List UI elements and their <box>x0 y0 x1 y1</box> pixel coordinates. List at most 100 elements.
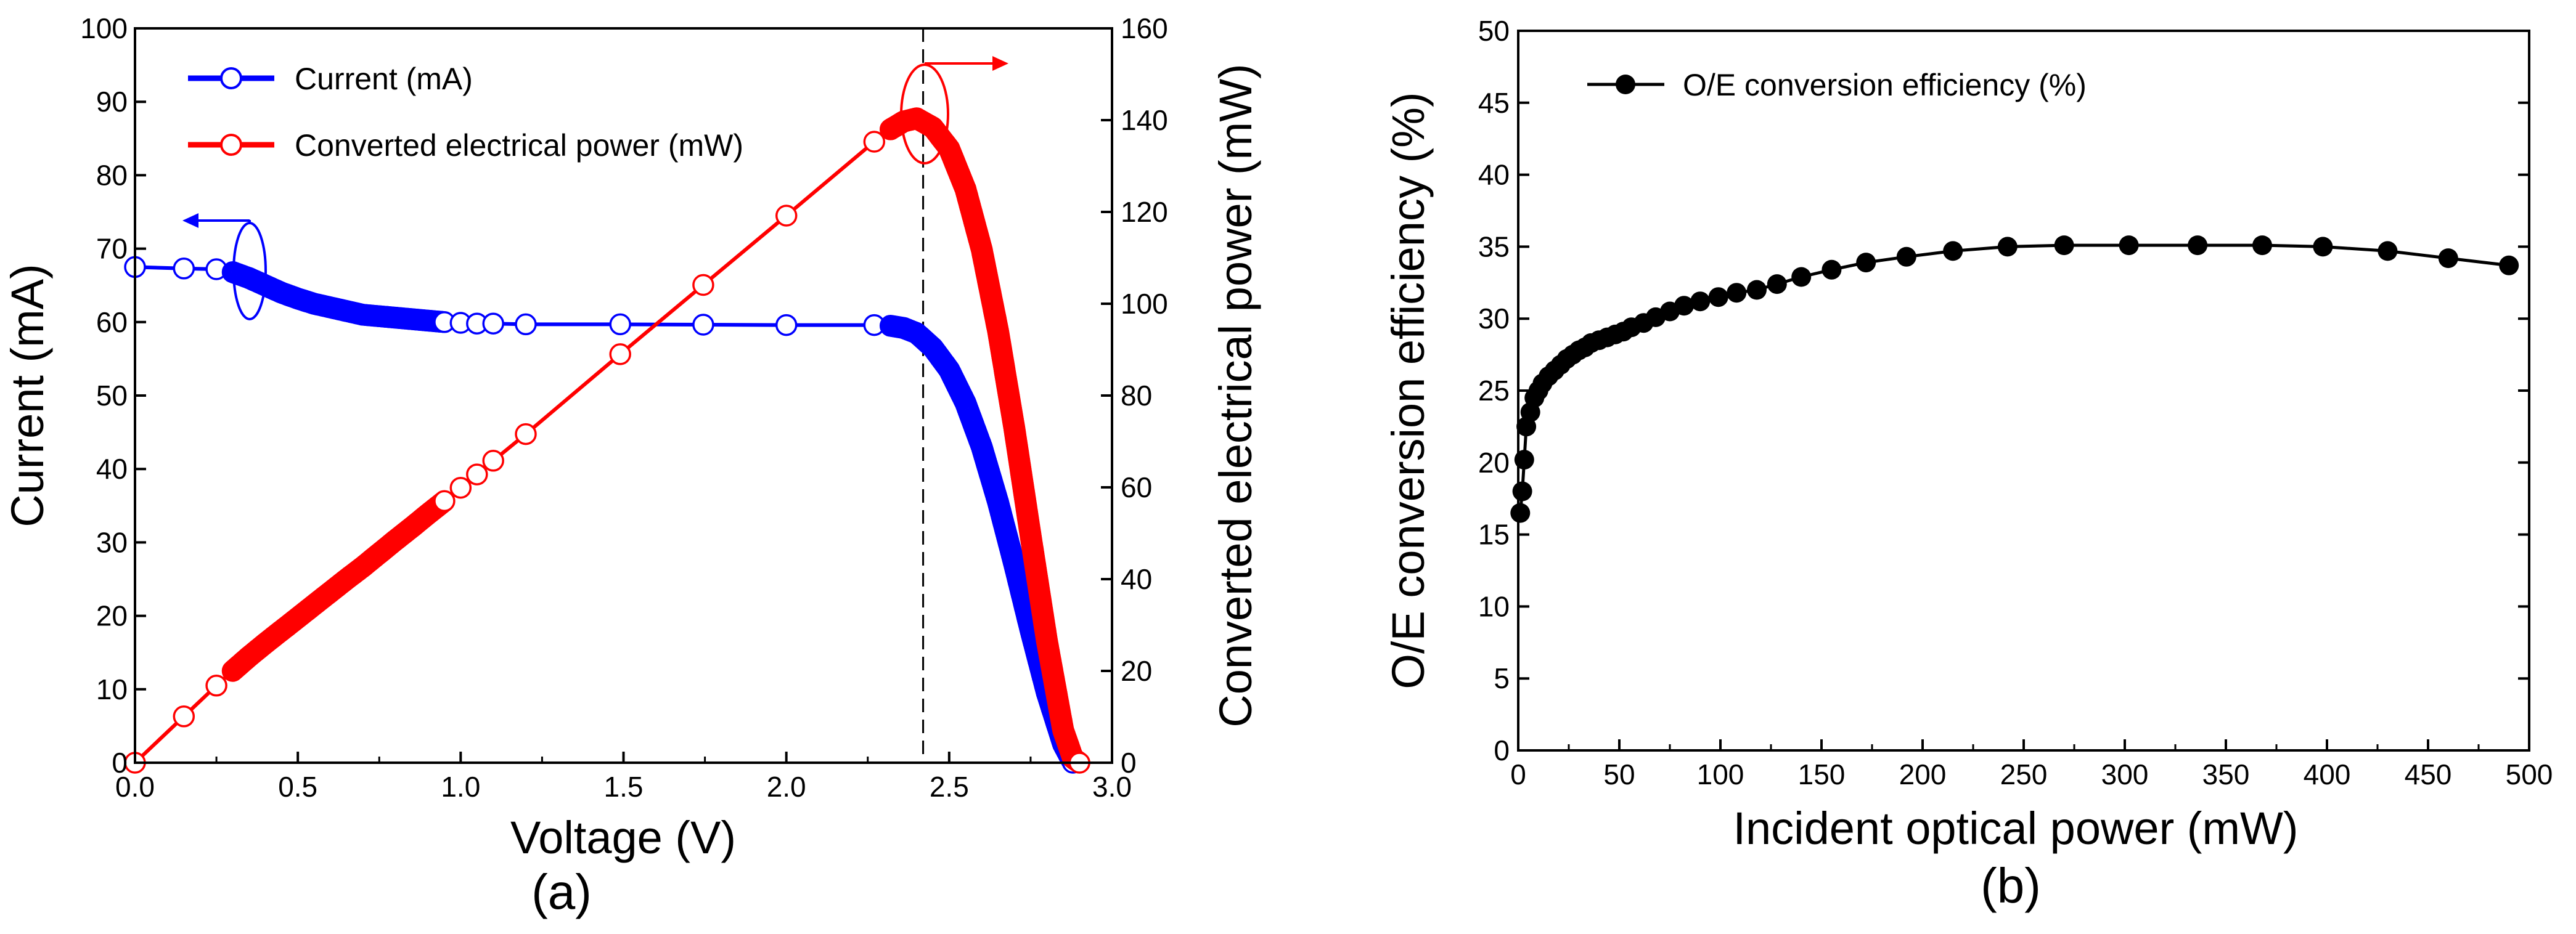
current-data-point <box>482 312 504 335</box>
panel-b-x-ticks: 0 50 100 150 200 250 300 350 400 450 500 <box>1510 739 2553 790</box>
panel-b-legend: O/E conversion efficiency (%) <box>1587 68 2087 102</box>
y2-tick-label: 0 <box>1121 747 1137 779</box>
x-tick-label: 0 <box>1510 758 1526 790</box>
efficiency-data-point <box>1943 241 1963 261</box>
current-data-point <box>609 313 631 336</box>
panel-b-label: (b) <box>1981 858 2041 913</box>
x-tick-label: 2.0 <box>767 771 806 803</box>
y-tick-label: 15 <box>1478 519 1510 551</box>
panel-a-y2-axis-title: Converted electrical power (mW) <box>1210 63 1261 727</box>
power-data-point <box>173 705 195 728</box>
x-tick-label: 0.0 <box>115 771 155 803</box>
y-tick-label: 30 <box>96 526 128 558</box>
efficiency-data-point <box>1767 274 1787 294</box>
power-data-point <box>482 450 504 472</box>
y-tick-label: 0 <box>1494 734 1510 766</box>
panel-a-legend: Current (mA) Converted electrical power … <box>188 62 743 163</box>
current-data-point <box>692 314 714 336</box>
y-tick-label: 45 <box>1478 87 1510 119</box>
y2-tick-label: 60 <box>1121 471 1152 503</box>
x-tick-label: 2.5 <box>930 771 969 803</box>
efficiency-data-point <box>1512 481 1532 502</box>
y-tick-label: 0 <box>112 747 128 779</box>
x-tick-label: 50 <box>1603 758 1635 790</box>
y-tick-label: 70 <box>96 233 128 265</box>
power-axis-arrow-head <box>992 56 1008 71</box>
panel-a-x-axis-title: Voltage (V) <box>510 812 736 863</box>
y-tick-label: 90 <box>96 86 128 118</box>
power-data-point <box>449 476 472 499</box>
y2-tick-label: 160 <box>1121 12 1168 44</box>
efficiency-data-point <box>2378 241 2398 261</box>
y-tick-label: 10 <box>1478 590 1510 622</box>
efficiency-data-point <box>2438 248 2458 269</box>
x-tick-label: 450 <box>2405 758 2452 790</box>
legend-power-label: Converted electrical power (mW) <box>295 128 743 163</box>
legend-efficiency-label: O/E conversion efficiency (%) <box>1683 68 2087 102</box>
y-tick-label: 20 <box>96 600 128 632</box>
panel-b: 0 50 100 150 200 250 300 350 400 450 500 0 5 10 15 20 2… <box>1383 15 2553 913</box>
y2-tick-label: 20 <box>1121 655 1152 687</box>
panel-b-y-ticks: 0 5 10 15 20 25 30 35 40 45 50 <box>1478 15 2529 766</box>
x-tick-label: 0.5 <box>278 771 317 803</box>
y2-tick-label: 140 <box>1121 104 1168 136</box>
y-tick-label: 40 <box>1478 159 1510 191</box>
efficiency-series-line <box>1518 243 2509 513</box>
panel-a-y-axis-title: Current (mA) <box>2 264 53 527</box>
y-tick-label: 80 <box>96 159 128 191</box>
y-tick-label: 50 <box>1478 15 1510 47</box>
legend-current-label: Current (mA) <box>295 62 473 96</box>
y2-tick-label: 120 <box>1121 196 1168 228</box>
power-data-point <box>863 131 886 153</box>
y-tick-label: 10 <box>96 673 128 705</box>
panel-a-plot-content <box>124 28 1090 774</box>
y2-tick-label: 80 <box>1121 380 1152 412</box>
current-series-markers <box>124 256 1084 774</box>
panel-a: 0.0 0.5 1.0 1.5 2.0 2.5 3.0 0 10 20 30 40 50 60 70 80 9… <box>2 12 1261 919</box>
efficiency-data-point <box>2252 235 2272 256</box>
legend-efficiency-marker <box>1616 75 1635 94</box>
x-tick-label: 1.0 <box>441 771 480 803</box>
x-tick-label: 200 <box>1899 758 1947 790</box>
y-tick-label: 50 <box>96 380 128 412</box>
efficiency-data-point <box>1510 503 1531 523</box>
x-tick-label: 300 <box>2101 758 2149 790</box>
x-tick-label: 1.5 <box>604 771 644 803</box>
efficiency-data-point <box>2313 237 2333 257</box>
panel-b-plot-frame <box>1517 30 2530 752</box>
legend-power-marker <box>220 134 242 156</box>
panel-a-x-ticks: 0.0 0.5 1.0 1.5 2.0 2.5 3.0 <box>115 752 1132 803</box>
power-data-point <box>433 490 456 513</box>
power-series-markers <box>124 107 1090 774</box>
current-data-point <box>173 258 195 280</box>
y-tick-label: 5 <box>1494 662 1510 694</box>
power-data-point <box>515 423 537 445</box>
power-data-point <box>466 463 488 485</box>
efficiency-data-point <box>2054 235 2074 256</box>
panel-a-y-ticks: 0 10 20 30 40 50 60 70 80 90 100 <box>80 12 146 779</box>
efficiency-data-point <box>1708 287 1728 307</box>
efficiency-data-point <box>1791 267 1812 287</box>
y2-tick-label: 40 <box>1121 563 1152 595</box>
y2-tick-label: 100 <box>1121 288 1168 320</box>
efficiency-data-point <box>2188 235 2208 256</box>
power-data-point <box>692 274 714 296</box>
y-tick-label: 30 <box>1478 303 1510 335</box>
efficiency-data-point <box>1674 296 1694 316</box>
current-data-point <box>515 313 537 336</box>
power-series-line <box>133 116 1081 765</box>
y-tick-label: 100 <box>80 12 128 44</box>
power-data-point <box>609 343 631 365</box>
efficiency-data-point <box>1747 280 1767 300</box>
efficiency-data-point <box>2119 235 2139 256</box>
x-tick-label: 150 <box>1798 758 1846 790</box>
panel-b-y-axis-title: O/E conversion efficiency (%) <box>1383 92 1434 689</box>
panel-b-plot-content <box>1510 235 2519 523</box>
x-tick-label: 500 <box>2506 758 2553 790</box>
power-data-point <box>205 675 227 697</box>
efficiency-data-point <box>1690 291 1711 312</box>
x-tick-label: 250 <box>2000 758 2048 790</box>
x-tick-label: 100 <box>1697 758 1744 790</box>
current-axis-arrow-head <box>182 213 198 228</box>
efficiency-data-point <box>1896 246 1916 267</box>
